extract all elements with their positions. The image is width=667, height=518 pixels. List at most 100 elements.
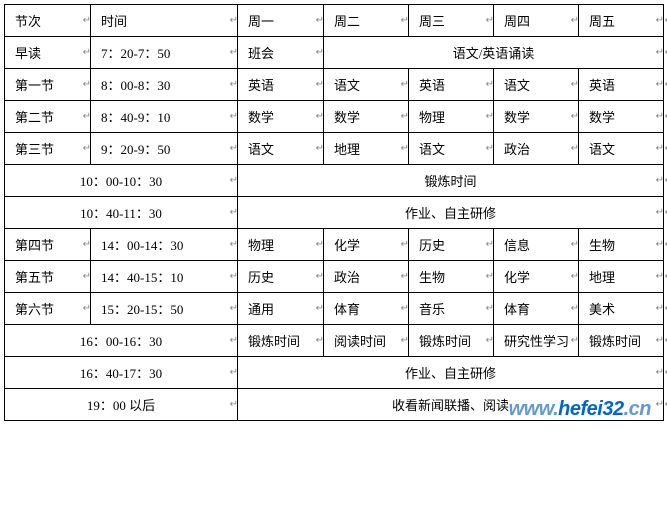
text: 时间 (101, 14, 127, 29)
fri-cell: 地理↵↵ (579, 261, 664, 293)
text: 第一节 (15, 78, 54, 93)
tue-cell: 政治↵ (324, 261, 409, 293)
time-merged-cell: 19：00 以后↵ (5, 389, 238, 421)
period-6-row: 第六节↵ 15：20-15：50↵ 通用↵ 体育↵ 音乐↵ 体育↵ 美术↵↵ (5, 293, 664, 325)
text: 通用 (248, 302, 274, 317)
text: 周一 (248, 14, 274, 29)
header-fri: 周五↵↵ (579, 5, 664, 37)
wed-cell: 历史↵ (409, 229, 494, 261)
text: 16：40-17：30 (80, 366, 162, 381)
text: 语文 (589, 142, 615, 157)
text: 美术 (589, 302, 615, 317)
period-5-row: 第五节↵ 14：40-15：10↵ 历史↵ 政治↵ 生物↵ 化学↵ 地理↵↵ (5, 261, 664, 293)
period-cell: 第一节↵ (5, 69, 91, 101)
para-mark: ↵ (656, 112, 664, 122)
thu-cell: 体育↵ (494, 293, 579, 325)
timetable-container: 节次↵ 时间↵ 周一↵ 周二↵ 周三↵ 周四↵ 周五↵↵ 早读↵ 7：20-7：… (4, 4, 663, 421)
text: 8：40-9：10 (101, 110, 170, 125)
tue-cell: 化学↵ (324, 229, 409, 261)
text: 锻炼时间 (424, 174, 476, 189)
text: 信息 (504, 238, 530, 253)
text: 锻炼时间 (419, 334, 471, 349)
tue-cell: 地理↵ (324, 133, 409, 165)
text: 班会 (248, 46, 274, 61)
time-cell: 14：00-14：30↵ (91, 229, 238, 261)
activity-merged-cell: 锻炼时间↵↵ (238, 165, 664, 197)
text: 体育 (504, 302, 530, 317)
wed-cell: 音乐↵ (409, 293, 494, 325)
fri-cell: 锻炼时间↵↵ (579, 325, 664, 357)
period-3-row: 第三节↵ 9：20-9：50↵ 语文↵ 地理↵ 语文↵ 政治↵ 语文↵↵ (5, 133, 664, 165)
text: 生物 (589, 238, 615, 253)
para-mark: ↵ (656, 208, 664, 218)
thu-cell: 政治↵ (494, 133, 579, 165)
mon-cell: 历史↵ (238, 261, 324, 293)
para-mark: ↵ (656, 272, 664, 282)
thu-cell: 信息↵ (494, 229, 579, 261)
mon-cell: 班会↵ (238, 37, 324, 69)
tue-cell: 体育↵ (324, 293, 409, 325)
mon-cell: 通用↵ (238, 293, 324, 325)
header-period: 节次↵ (5, 5, 91, 37)
fri-cell: 英语↵↵ (579, 69, 664, 101)
time-merged-cell: 16：40-17：30↵ (5, 357, 238, 389)
header-time: 时间↵ (91, 5, 238, 37)
header-mon: 周一↵ (238, 5, 324, 37)
text: 8：00-8：30 (101, 78, 170, 93)
text: 周三 (419, 14, 445, 29)
text: 物理 (248, 238, 274, 253)
period-cell: 第六节↵ (5, 293, 91, 325)
text: 作业、自主研修 (405, 366, 496, 381)
text: 16：00-16：30 (80, 334, 162, 349)
exercise-break-row: 10：00-10：30↵ 锻炼时间↵↵ (5, 165, 664, 197)
thu-cell: 数学↵ (494, 101, 579, 133)
afternoon-selfstudy-row: 16：40-17：30↵ 作业、自主研修↵↵ (5, 357, 664, 389)
text: 物理 (419, 110, 445, 125)
afternoon-break-row: 16：00-16：30↵ 锻炼时间↵ 阅读时间↵ 锻炼时间↵ 研究性学习↵ 锻炼… (5, 325, 664, 357)
text: 14：40-15：10 (101, 270, 183, 285)
wed-cell: 物理↵ (409, 101, 494, 133)
text: 地理 (589, 270, 615, 285)
merged-reading-cell: 语文/英语诵读↵↵ (324, 37, 664, 69)
wm-domain: hefei32 (558, 398, 623, 420)
text: 语文 (334, 78, 360, 93)
period-2-row: 第二节↵ 8：40-9：10↵ 数学↵ 数学↵ 物理↵ 数学↵ 数学↵↵ (5, 101, 664, 133)
text: 节次 (15, 14, 41, 29)
mon-cell: 锻炼时间↵ (238, 325, 324, 357)
text: 英语 (248, 78, 274, 93)
text: 体育 (334, 302, 360, 317)
text: 周五 (589, 14, 615, 29)
text: 化学 (334, 238, 360, 253)
text: 收看新闻联播、阅读 (392, 398, 509, 413)
text: 第二节 (15, 110, 54, 125)
text: 作业、自主研修 (405, 206, 496, 221)
para-mark: ↵ (656, 304, 664, 314)
para-mark: ↵ (656, 80, 664, 90)
text: 9：20-9：50 (101, 142, 170, 157)
schedule-table: 节次↵ 时间↵ 周一↵ 周二↵ 周三↵ 周四↵ 周五↵↵ 早读↵ 7：20-7：… (4, 4, 664, 421)
wed-cell: 锻炼时间↵ (409, 325, 494, 357)
period-cell: 早读↵ (5, 37, 91, 69)
text: 音乐 (419, 302, 445, 317)
wed-cell: 生物↵ (409, 261, 494, 293)
para-mark: ↵ (656, 368, 664, 378)
text: 15：20-15：50 (101, 302, 183, 317)
period-1-row: 第一节↵ 8：00-8：30↵ 英语↵ 语文↵ 英语↵ 语文↵ 英语↵↵ (5, 69, 664, 101)
fri-cell: 语文↵↵ (579, 133, 664, 165)
period-cell: 第二节↵ (5, 101, 91, 133)
text: 数学 (334, 110, 360, 125)
time-merged-cell: 10：40-11：30↵ (5, 197, 238, 229)
mon-cell: 物理↵ (238, 229, 324, 261)
para-mark: ↵ (656, 176, 664, 186)
para-mark: ↵ (656, 400, 664, 410)
para-mark: ↵ (656, 16, 664, 26)
activity-merged-cell: 作业、自主研修↵↵ (238, 197, 664, 229)
text: 政治 (334, 270, 360, 285)
text: 英语 (589, 78, 615, 93)
text: 地理 (334, 142, 360, 157)
time-merged-cell: 10：00-10：30↵ (5, 165, 238, 197)
text: 第三节 (15, 142, 54, 157)
time-cell: 8：40-9：10↵ (91, 101, 238, 133)
para-mark: ↵ (656, 240, 664, 250)
text: 14：00-14：30 (101, 238, 183, 253)
